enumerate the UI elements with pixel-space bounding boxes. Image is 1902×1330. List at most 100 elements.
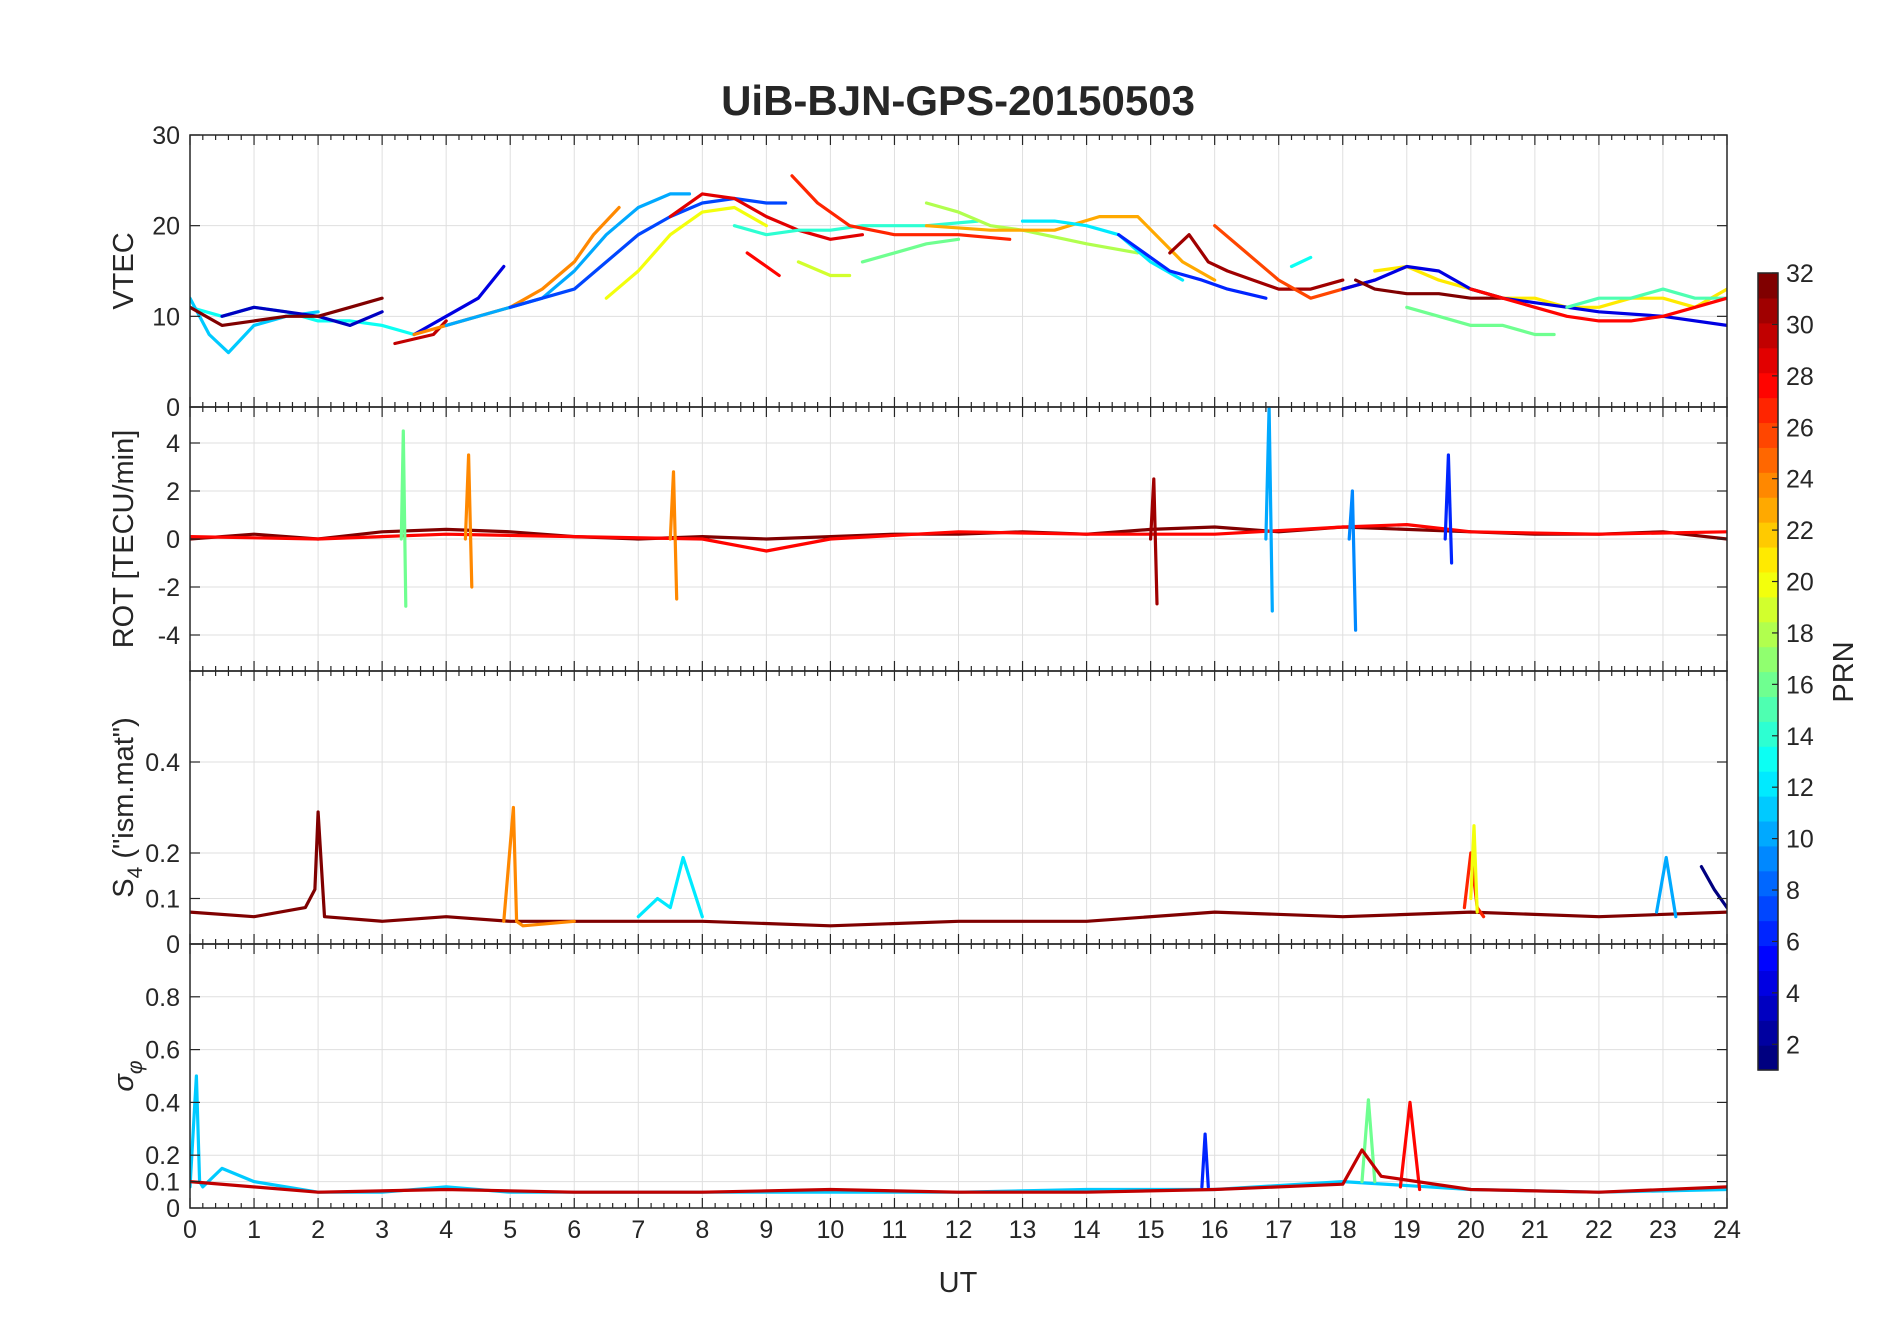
colorbar-swatch — [1758, 546, 1778, 573]
colorbar-swatch — [1758, 497, 1778, 523]
panel-0: 0 10 20 30 VTEC — [108, 122, 1728, 422]
y-axis-label: S4 ("ism.mat") — [108, 717, 147, 898]
panel-2: 0 0.1 0.2 0.4S4 ("ism.mat") — [108, 670, 1728, 959]
y-tick-label: -2 — [158, 574, 180, 602]
y-tick-label: 0.4 — [145, 1089, 180, 1117]
y-tick-label: 0.2 — [145, 1142, 180, 1170]
colorbar-swatch — [1758, 796, 1778, 822]
trace-prn-13 — [1289, 255, 1313, 269]
trace-prn-3 — [220, 305, 384, 327]
colorbar-tick-label: 6 — [1786, 928, 1800, 956]
trace-prn-16 — [399, 429, 408, 608]
trace-prn-28 — [745, 251, 781, 278]
colorbar-label: PRN — [1828, 641, 1860, 702]
colorbar-swatch — [1758, 995, 1778, 1021]
colorbar-swatch — [1758, 895, 1778, 922]
x-tick-label: 16 — [1201, 1216, 1229, 1244]
colorbar-swatch — [1758, 721, 1778, 747]
x-tick-label: 2 — [311, 1216, 325, 1244]
y-tick-label: 0 — [166, 394, 180, 422]
traces — [190, 174, 1727, 355]
trace-prn-6 — [1200, 1132, 1210, 1189]
colorbar-swatch — [1758, 696, 1778, 722]
y-tick-label: 4 — [166, 430, 180, 458]
x-tick-label: 18 — [1329, 1216, 1357, 1244]
y-tick-label: 0 — [166, 931, 180, 959]
colorbar-tick-label: 18 — [1786, 620, 1814, 648]
colorbar-swatch — [1758, 970, 1778, 996]
x-tick-label: 6 — [567, 1216, 581, 1244]
colorbar-swatch — [1758, 845, 1778, 872]
colorbar-swatch — [1758, 1020, 1778, 1046]
trace-prn-28 — [1469, 287, 1727, 323]
y-axis-label: ROT [TECU/min] — [108, 430, 140, 649]
colorbar-swatch — [1758, 372, 1778, 399]
trace-prn-23 — [924, 215, 1217, 282]
y-tick-label: 0.6 — [145, 1037, 180, 1065]
traces — [190, 407, 1727, 632]
colorbar-swatch — [1758, 522, 1778, 548]
x-tick-label: 4 — [439, 1216, 453, 1244]
trace-prn-4 — [412, 264, 506, 337]
x-tick-label: 14 — [1073, 1216, 1101, 1244]
colorbar-swatch — [1758, 422, 1778, 448]
y-tick-label: 0.1 — [145, 1169, 180, 1197]
colorbar-tick-label: 32 — [1786, 260, 1814, 288]
x-tick-label: 17 — [1265, 1216, 1293, 1244]
trace-prn-31 — [1149, 477, 1159, 606]
colorbar-tick-label: 12 — [1786, 774, 1814, 802]
x-tick-label: 0 — [183, 1216, 197, 1244]
trace-prn-10 — [444, 192, 692, 327]
colorbar-swatch — [1758, 920, 1778, 947]
y-tick-label: 2 — [166, 478, 180, 506]
x-tick-label: 3 — [375, 1216, 389, 1244]
colorbar-swatch — [1758, 646, 1778, 673]
colorbar-swatch — [1758, 273, 1778, 299]
colorbar-swatch — [1758, 820, 1778, 847]
colorbar-swatch — [1758, 870, 1778, 897]
colorbar-tick-label: 24 — [1786, 466, 1814, 494]
trace-prn-20 — [1469, 824, 1479, 914]
y-tick-label: 0.8 — [145, 984, 180, 1012]
trace-prn-24 — [463, 453, 474, 589]
x-tick-label: 5 — [503, 1216, 517, 1244]
colorbar-tick-label: 4 — [1786, 980, 1800, 1008]
panel-3: 00.10.2 0.4 0.6 0.8 σφ — [108, 943, 1728, 1223]
trace-prn-7 — [508, 196, 788, 309]
trace-prn-27 — [790, 174, 1012, 241]
trace-prn-24 — [502, 805, 576, 928]
trace-prn-32 — [1354, 278, 1505, 300]
trace-prn-10 — [1655, 855, 1678, 919]
trace-prn-16 — [860, 237, 961, 264]
trace-prn-29 — [668, 192, 864, 241]
trace-prn-24 — [668, 470, 679, 601]
colorbar-swatch — [1758, 322, 1778, 349]
x-tick-label: 11 — [881, 1216, 907, 1244]
colorbar-swatch — [1758, 297, 1778, 324]
trace-prn-32 — [190, 296, 384, 327]
trace-prn-12 — [636, 855, 704, 919]
trace-prn-9 — [1347, 489, 1358, 632]
trace-prn-20 — [604, 205, 768, 300]
y-tick-label: 0.2 — [145, 840, 180, 868]
y-tick-label: 30 — [152, 122, 180, 150]
x-tick-label: 19 — [1393, 1216, 1421, 1244]
colorbar-tick-label: 22 — [1786, 517, 1814, 545]
y-axis-label: σφ — [108, 1060, 147, 1092]
x-axis-label: UT — [939, 1267, 978, 1299]
y-tick-label: 0 — [166, 1195, 180, 1223]
trace-prn-10 — [1264, 407, 1274, 613]
y-axis-label: VTEC — [108, 232, 140, 309]
panel-1: -4 -2 0 2 4 ROT [TECU/min] — [108, 406, 1728, 672]
trace-prn-18 — [924, 201, 1140, 255]
colorbar-tick-label: 28 — [1786, 363, 1814, 391]
colorbar-swatch — [1758, 447, 1778, 473]
x-tick-label: 7 — [631, 1216, 645, 1244]
trace-prn-14 — [732, 219, 980, 237]
figure-title: UiB-BJN-GPS-20150503 — [721, 77, 1195, 124]
x-tick-label: 13 — [1009, 1216, 1037, 1244]
y-tick-label: 0 — [166, 526, 180, 554]
